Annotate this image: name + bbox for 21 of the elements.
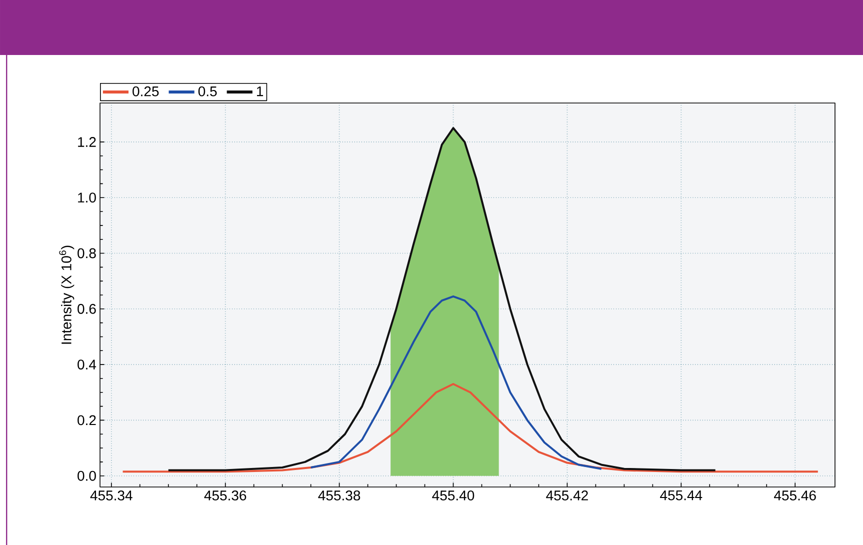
line-series <box>122 383 819 473</box>
y-tick-label: 0.6 <box>78 304 96 314</box>
legend-label: 1 <box>257 86 264 96</box>
legend-label: 0.25 <box>132 86 159 96</box>
line-series <box>310 295 602 470</box>
legend-label: 0.5 <box>198 86 217 96</box>
line-series <box>167 127 716 472</box>
x-tick-label: 455.42 <box>546 490 588 500</box>
x-tick-label: 455.36 <box>204 490 246 500</box>
y-tick-label: 0.2 <box>78 415 96 426</box>
y-tick-label: 1.0 <box>78 192 96 203</box>
x-tick-label: 455.46 <box>774 490 816 500</box>
x-tick-label: 455.34 <box>90 490 132 500</box>
y-tick-label: 0.0 <box>78 470 96 481</box>
y-tick-label: 1.2 <box>78 137 96 147</box>
x-tick-label: 455.40 <box>432 490 474 500</box>
y-axis-title: Intensity (X 10$^{6}$) <box>59 246 74 344</box>
x-tick-label: 455.44 <box>660 490 702 500</box>
y-tick-label: 0.4 <box>78 360 96 370</box>
x-tick-label: 455.38 <box>318 490 360 500</box>
y-tick-label: 0.8 <box>78 248 96 258</box>
